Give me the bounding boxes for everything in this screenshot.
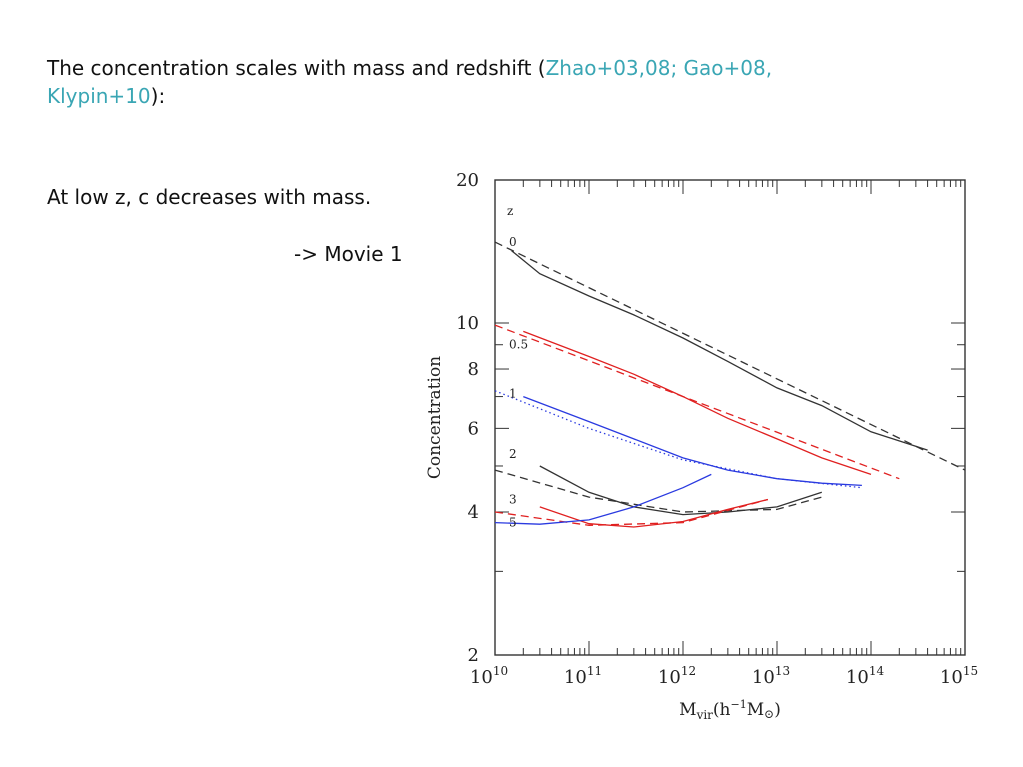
curves (494, 241, 966, 528)
x-tick-label: 1013 (752, 664, 790, 688)
z-label: 2 (509, 447, 517, 461)
y-tick-label: 4 (468, 502, 479, 523)
z-label: 3 (509, 493, 517, 507)
series-line (511, 250, 928, 451)
series-line (494, 473, 712, 525)
axis-ticks (494, 179, 965, 656)
x-axis-label: Mvir(h−1M⊙) (679, 698, 781, 722)
movie-link[interactable]: -> Movie 1 (294, 242, 403, 266)
z-legend-header: z (507, 204, 513, 218)
series-line (494, 324, 900, 480)
y-axis-label: Concentration (425, 356, 445, 479)
y-tick-label: 6 (468, 418, 479, 439)
series-line (523, 395, 862, 487)
series-line (539, 465, 823, 516)
y-tick-label: 10 (456, 313, 479, 334)
y-tick-label: 2 (468, 645, 479, 666)
title-prefix: The concentration scales with mass and r… (47, 56, 546, 80)
x-tick-label: 1011 (564, 664, 602, 688)
x-tick-label: 1014 (846, 664, 885, 688)
title-suffix: ): (150, 84, 166, 108)
z-label: 1 (509, 387, 517, 401)
y-tick-label: 8 (468, 359, 479, 380)
x-tick-label: 1010 (470, 664, 508, 688)
low-z-note: At low z, c decreases with mass. (47, 185, 372, 209)
z-label: 0 (509, 235, 517, 249)
z-label: 5 (509, 516, 517, 530)
z-label: 0.5 (509, 338, 528, 352)
y-tick-label: 20 (456, 170, 479, 191)
labels: 1010 1011 1012 1013 1014 1015 2 4 6 8 10 20 z 0 0.5 1 2 3… (456, 170, 978, 688)
x-tick-label: 1015 (940, 664, 978, 688)
citation-klypin: Klypin+10 (47, 84, 151, 108)
series-line (523, 330, 872, 476)
series-line (494, 241, 966, 471)
series-line (494, 390, 862, 489)
plot-frame (494, 179, 966, 656)
series-line (494, 469, 822, 513)
citation-zhao-gao: Zhao+03,08; Gao+08, (545, 56, 773, 80)
x-tick-label: 1012 (658, 664, 696, 688)
concentration-mass-chart: 1010 1011 1012 1013 1014 1015 2 4 6 8 10 20 z 0 0.5 1 2 3… (425, 170, 978, 722)
slide-title: The concentration scales with mass and r… (47, 54, 947, 110)
